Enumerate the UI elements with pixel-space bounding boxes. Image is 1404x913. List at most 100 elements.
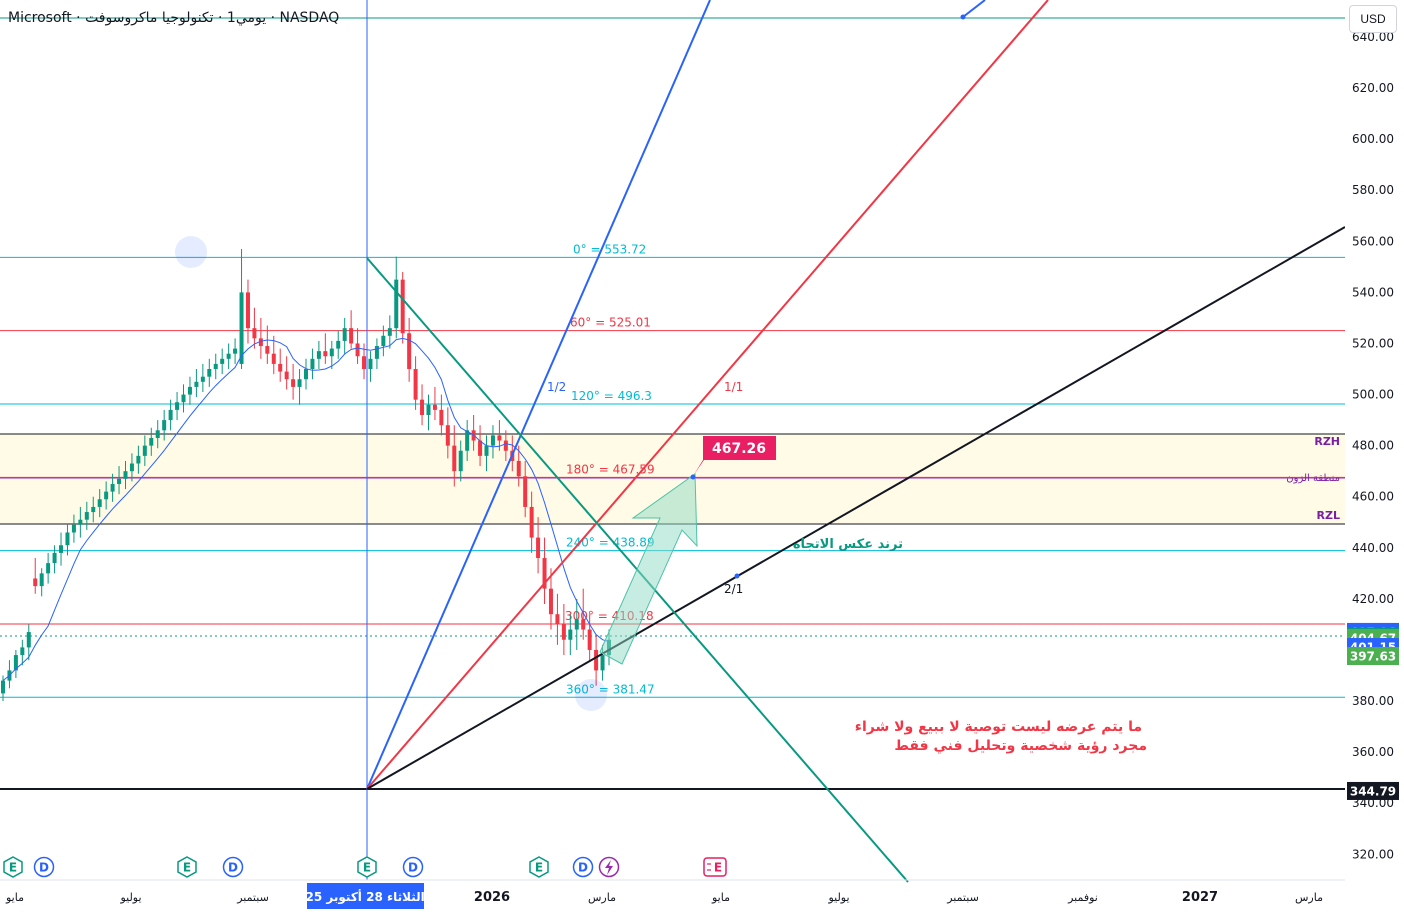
gann-level-label: 60° = 525.01: [570, 316, 651, 330]
zone-label-top: RZH: [1314, 435, 1340, 448]
candle-body: [78, 519, 83, 525]
dividend-marker: [402, 856, 424, 878]
candle-body: [316, 351, 321, 359]
candle-body: [136, 455, 141, 464]
price-tick-label: 480.00: [1352, 439, 1394, 453]
candle-body: [1, 680, 5, 694]
dividend-marker: [33, 856, 55, 878]
candle-body: [129, 463, 134, 472]
lightning-icon: [605, 860, 613, 875]
candle-body: [542, 558, 547, 589]
candle-body: [432, 404, 437, 410]
candle-body: [458, 450, 463, 472]
time-tick-label: يوليو: [119, 891, 141, 904]
candles: [1, 248, 611, 702]
candle-body: [304, 369, 308, 380]
fan-label-one: 1/1: [724, 380, 743, 394]
candle-body: [33, 578, 38, 587]
candle-body: [503, 440, 508, 451]
candle-body: [587, 629, 592, 650]
earnings-marker: [529, 856, 549, 878]
candle-body: [516, 460, 521, 477]
peak-highlight: [175, 236, 207, 268]
candle-body: [355, 343, 360, 357]
gann-level-label: 180° = 467.59: [566, 462, 655, 476]
candle-body: [342, 328, 347, 341]
price-tick-label: 420.00: [1352, 592, 1394, 606]
price-tick-label: 640.00: [1352, 30, 1394, 44]
candle-body: [46, 563, 51, 574]
candle-body: [233, 348, 238, 354]
time-tick-label: مارس: [1295, 891, 1323, 904]
candle-body: [13, 655, 18, 671]
time-tick-label: 2027: [1182, 890, 1218, 905]
price-tick-label: 380.00: [1352, 694, 1394, 708]
candle-body: [162, 420, 167, 431]
candle-body: [71, 524, 76, 533]
event-marker-label: E: [9, 861, 17, 875]
candle-body: [310, 358, 315, 370]
candle-body: [265, 346, 270, 354]
future-earnings-marker: [703, 857, 727, 877]
candle-body: [407, 333, 412, 370]
candle-body: [329, 348, 334, 357]
candle-body: [155, 430, 160, 438]
candle-body: [200, 376, 205, 382]
dividend-marker: [222, 856, 244, 878]
candle-body: [207, 369, 212, 377]
price-badge: [1347, 647, 1399, 666]
candle-body: [104, 491, 109, 500]
gann-level-label: 360° = 381.47: [566, 682, 655, 696]
target-arrow: [599, 473, 698, 665]
earnings-marker: [357, 856, 377, 878]
event-marker-label: E: [535, 861, 543, 875]
candle-body: [374, 346, 379, 359]
price-axis-bg: [1345, 0, 1404, 880]
candle-body: [387, 328, 392, 336]
candle-body: [20, 647, 25, 656]
candle-body: [413, 369, 418, 400]
candle-body: [26, 632, 31, 648]
candle-body: [555, 614, 560, 625]
disclaimer-line-2: مجرد رؤية شخصية وتحليل فني فقط: [894, 738, 1147, 754]
time-tick-label: 2026: [474, 890, 510, 905]
price-tick-label: 360.00: [1352, 745, 1394, 759]
price-badge-label: 344.79: [1350, 784, 1396, 798]
candle-body: [39, 573, 44, 587]
trend-anchor-point: [734, 573, 740, 579]
candle-body: [420, 399, 425, 415]
target-price-label: 467.26: [712, 441, 766, 457]
candle-body: [271, 353, 276, 364]
currency-button[interactable]: USD: [1349, 5, 1397, 33]
price-tick-label: 460.00: [1352, 490, 1394, 504]
candle-body: [52, 552, 57, 564]
candle-body: [187, 386, 192, 395]
time-tick-label: سبتمبر: [946, 891, 979, 904]
candle-body: [142, 445, 147, 456]
candle-body: [484, 445, 489, 456]
candle-body: [349, 328, 354, 344]
candle-body: [445, 425, 450, 446]
target-price-callout: 467.26: [690, 436, 776, 480]
candle-body: [91, 506, 96, 513]
candle-body: [181, 394, 186, 403]
trend-annotation: ترند عكس الاتجاه: [793, 537, 903, 552]
candle-body: [297, 379, 302, 387]
candle-body: [568, 629, 573, 640]
fan-line-1x2: [366, 0, 711, 790]
candle-body: [490, 435, 495, 446]
price-tick-label: 540.00: [1352, 285, 1394, 299]
candle-body: [284, 371, 289, 380]
candle-body: [426, 404, 431, 415]
fan-label-half: 1/2: [547, 380, 566, 394]
candle-body: [452, 445, 457, 472]
event-marker-label: D: [578, 861, 588, 875]
price-axis[interactable]: 640.00 620.00 600.00 580.00 560.00 540.00 520.…: [1345, 0, 1404, 880]
candle-body: [123, 471, 128, 479]
candle-body: [175, 402, 180, 410]
time-axis[interactable]: مايو يوليو سبتمبر الثلاثاء 28 أكتوبر 25' 202…: [0, 879, 1345, 909]
fan-line-2x1: [366, 226, 1346, 790]
